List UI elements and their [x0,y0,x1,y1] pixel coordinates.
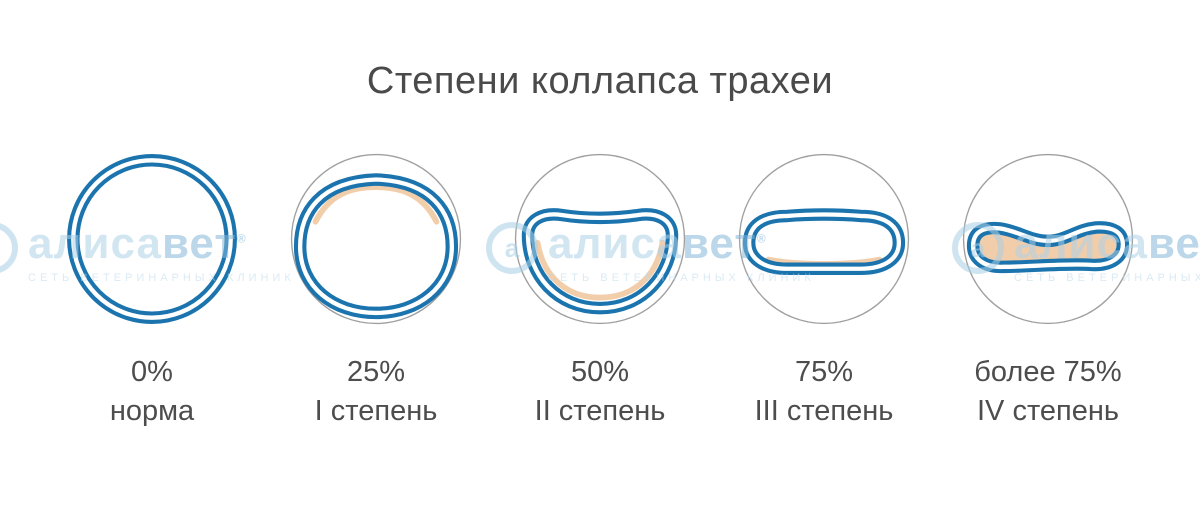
stage-degree-label: норма [109,395,195,428]
stages-row: 0% норма 25% I степень [0,143,1200,431]
stage-figure-4: 75% III степень [720,143,928,431]
stage-label-1: 0% норма [110,353,194,431]
stage-figure-1: 0% норма [48,143,256,431]
stage-label-3: 50% II степень [535,353,666,431]
trachea-collapse-25-diagram [290,153,462,325]
stage-degree-label: II степень [534,395,666,428]
stage-percent-label: более 75% [974,356,1122,388]
stage-figure-5: более 75% IV степень [944,143,1152,431]
trachea-collapse-75-diagram [738,153,910,325]
stage-label-2: 25% I степень [315,353,438,431]
stage-label-5: более 75% IV степень [974,353,1121,431]
stage-percent-label: 75% [794,356,854,388]
trachea-normal-diagram [67,154,237,324]
stage-figure-2: 25% I степень [272,143,480,431]
stage-figure-3: 50% II степень [496,143,704,431]
trachea-collapse-over-75-diagram [962,153,1134,325]
page-title: Степени коллапса трахеи [366,60,834,102]
stage-percent-label: 25% [346,356,406,388]
stage-degree-label: I степень [314,395,438,428]
stage-percent-label: 0% [131,356,173,388]
trachea-collapse-50-diagram [514,153,686,325]
stage-label-4: 75% III степень [755,353,894,431]
stage-degree-label: IV степень [976,395,1119,428]
stage-percent-label: 50% [570,356,630,388]
stage-degree-label: III степень [754,395,894,428]
